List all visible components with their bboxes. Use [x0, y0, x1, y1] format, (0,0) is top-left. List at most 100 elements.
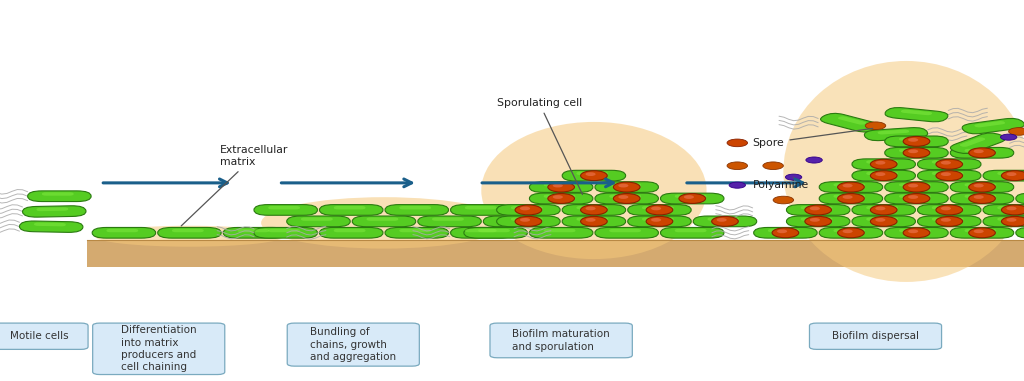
FancyBboxPatch shape: [577, 172, 608, 175]
FancyBboxPatch shape: [1016, 193, 1024, 204]
Ellipse shape: [94, 226, 284, 247]
FancyBboxPatch shape: [34, 223, 66, 226]
Text: Sporulating cell: Sporulating cell: [497, 98, 583, 194]
FancyBboxPatch shape: [577, 218, 608, 221]
Circle shape: [520, 207, 530, 210]
Circle shape: [646, 216, 673, 226]
FancyBboxPatch shape: [287, 323, 420, 366]
FancyBboxPatch shape: [451, 227, 514, 238]
Circle shape: [777, 229, 787, 233]
Circle shape: [548, 182, 574, 192]
Circle shape: [785, 174, 802, 180]
Ellipse shape: [783, 61, 1024, 282]
FancyBboxPatch shape: [820, 113, 880, 132]
FancyBboxPatch shape: [950, 193, 1014, 204]
FancyBboxPatch shape: [885, 182, 948, 192]
FancyBboxPatch shape: [268, 206, 300, 210]
FancyBboxPatch shape: [932, 206, 964, 210]
FancyBboxPatch shape: [965, 195, 996, 198]
FancyBboxPatch shape: [0, 323, 88, 349]
Text: Bundling of
chains, growth
and aggregation: Bundling of chains, growth and aggregati…: [310, 327, 396, 362]
Text: Biofilm dispersal: Biofilm dispersal: [833, 331, 919, 341]
FancyBboxPatch shape: [28, 191, 91, 202]
Circle shape: [1000, 134, 1017, 140]
Circle shape: [941, 161, 951, 165]
FancyBboxPatch shape: [352, 216, 416, 227]
Circle shape: [613, 194, 640, 203]
FancyBboxPatch shape: [965, 149, 996, 152]
FancyBboxPatch shape: [511, 206, 543, 210]
FancyBboxPatch shape: [675, 229, 707, 232]
FancyBboxPatch shape: [899, 183, 931, 187]
Circle shape: [969, 148, 995, 158]
Circle shape: [838, 182, 864, 192]
FancyBboxPatch shape: [950, 133, 1006, 154]
Circle shape: [581, 205, 607, 215]
Circle shape: [936, 171, 963, 181]
FancyBboxPatch shape: [754, 227, 817, 238]
FancyBboxPatch shape: [932, 160, 964, 164]
FancyBboxPatch shape: [950, 147, 1014, 158]
FancyBboxPatch shape: [918, 170, 981, 181]
FancyBboxPatch shape: [19, 221, 83, 232]
Circle shape: [843, 184, 853, 187]
FancyBboxPatch shape: [544, 229, 575, 232]
FancyBboxPatch shape: [465, 206, 497, 210]
Circle shape: [586, 172, 596, 176]
Circle shape: [941, 207, 951, 210]
FancyBboxPatch shape: [172, 229, 204, 232]
FancyBboxPatch shape: [628, 205, 691, 215]
Circle shape: [870, 216, 897, 226]
Circle shape: [727, 139, 748, 147]
Circle shape: [903, 136, 930, 146]
Circle shape: [865, 122, 886, 130]
Circle shape: [969, 228, 995, 238]
Circle shape: [908, 149, 919, 153]
FancyBboxPatch shape: [885, 227, 948, 238]
FancyBboxPatch shape: [642, 206, 674, 210]
Circle shape: [1001, 171, 1024, 181]
FancyBboxPatch shape: [809, 323, 942, 349]
FancyBboxPatch shape: [950, 227, 1014, 238]
FancyBboxPatch shape: [878, 130, 909, 134]
FancyBboxPatch shape: [432, 218, 464, 221]
FancyBboxPatch shape: [628, 216, 691, 227]
FancyBboxPatch shape: [92, 227, 156, 238]
Circle shape: [679, 194, 706, 203]
FancyBboxPatch shape: [92, 323, 225, 375]
FancyBboxPatch shape: [609, 195, 641, 198]
Circle shape: [908, 184, 919, 187]
FancyBboxPatch shape: [819, 227, 883, 238]
Circle shape: [1001, 216, 1024, 226]
Circle shape: [870, 159, 897, 169]
FancyBboxPatch shape: [106, 229, 138, 232]
Circle shape: [1007, 207, 1017, 210]
Circle shape: [805, 216, 831, 226]
Circle shape: [936, 205, 963, 215]
FancyBboxPatch shape: [983, 205, 1024, 215]
FancyBboxPatch shape: [885, 193, 948, 204]
FancyBboxPatch shape: [498, 218, 529, 221]
Circle shape: [1001, 205, 1024, 215]
FancyBboxPatch shape: [852, 216, 915, 227]
Circle shape: [806, 157, 822, 163]
FancyBboxPatch shape: [511, 218, 543, 221]
FancyBboxPatch shape: [983, 170, 1024, 181]
Circle shape: [908, 195, 919, 199]
FancyBboxPatch shape: [852, 205, 915, 215]
FancyBboxPatch shape: [866, 218, 898, 221]
Circle shape: [908, 138, 919, 142]
FancyBboxPatch shape: [959, 137, 985, 147]
FancyBboxPatch shape: [866, 160, 898, 164]
FancyBboxPatch shape: [965, 229, 996, 232]
Circle shape: [651, 207, 662, 210]
FancyBboxPatch shape: [223, 227, 287, 238]
FancyBboxPatch shape: [660, 227, 724, 238]
FancyBboxPatch shape: [885, 107, 948, 122]
FancyBboxPatch shape: [708, 218, 739, 221]
FancyBboxPatch shape: [287, 216, 350, 227]
Circle shape: [618, 195, 629, 199]
FancyBboxPatch shape: [899, 138, 931, 141]
Circle shape: [553, 195, 563, 199]
FancyBboxPatch shape: [23, 206, 86, 217]
